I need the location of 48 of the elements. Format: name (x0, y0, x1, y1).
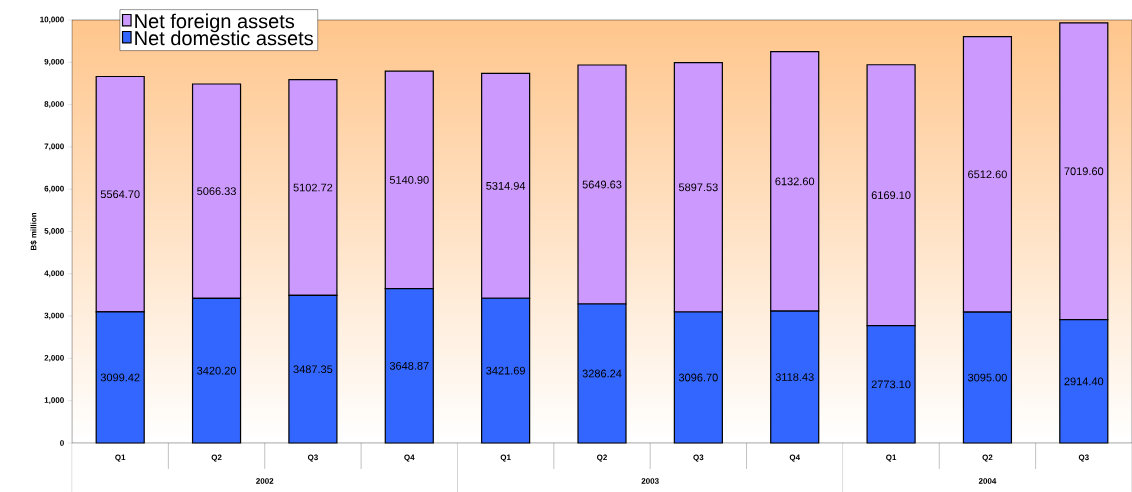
data-label: 6512.60 (968, 170, 1007, 179)
y-tick-label: 5,000 (44, 228, 64, 235)
x-tick-label: Q2 (211, 454, 222, 462)
x-tick-label: Q3 (307, 454, 318, 462)
data-label: 7019.60 (1064, 167, 1104, 176)
x-tick-label: Q1 (886, 454, 897, 462)
data-label: 5897.53 (678, 183, 718, 192)
x-tick-label: Q4 (404, 454, 415, 462)
y-tick-label: 10,000 (40, 16, 64, 24)
y-tick-label: 4,000 (44, 270, 64, 278)
data-label: 2773.10 (871, 380, 911, 389)
y-tick-label: 8,000 (44, 101, 64, 108)
y-tick-label: 6,000 (44, 185, 64, 193)
data-label: 5140.90 (389, 176, 429, 184)
x-tick-label: Q3 (693, 454, 704, 462)
y-tick-label: 0 (60, 440, 64, 446)
data-label: 2914.40 (1064, 377, 1104, 386)
y-tick-label: 7,000 (44, 143, 64, 151)
data-label: 6169.10 (871, 191, 911, 200)
data-label: 3286.24 (582, 369, 622, 378)
x-tick-label: Q4 (789, 454, 801, 462)
data-label: 5314.94 (486, 181, 526, 190)
x-tick-label: Q2 (982, 454, 993, 462)
data-label: 3420.20 (197, 366, 236, 375)
data-label: 3099.42 (100, 373, 140, 382)
x-tick-label: Q1 (500, 454, 511, 462)
y-axis-title: B$ million (30, 212, 37, 251)
y-tick-label: 3,000 (44, 312, 64, 320)
x-tick-label: Q1 (115, 454, 126, 462)
data-label: 3421.69 (486, 366, 525, 375)
data-label: 5102.72 (293, 183, 333, 192)
data-label: 6132.60 (775, 177, 815, 186)
y-tick-label: 1,000 (44, 397, 64, 405)
data-label: 3118.43 (775, 373, 814, 381)
text: 2004 (978, 478, 997, 484)
data-label: 5564.70 (100, 190, 140, 199)
data-label: 3487.35 (293, 365, 333, 374)
data-label: 5066.33 (197, 187, 236, 196)
y-tick-label: 2,000 (44, 354, 64, 362)
data-label: 3648.87 (389, 361, 429, 370)
text: 2003 (641, 478, 659, 484)
data-label: 3095.00 (967, 373, 1007, 382)
text: 2002 (256, 478, 274, 484)
x-tick-label: Q2 (596, 454, 608, 462)
data-label: 3096.70 (678, 373, 718, 382)
data-label: 5649.63 (582, 180, 622, 189)
x-tick-label: Q3 (1078, 454, 1089, 462)
y-tick-label: 9,000 (44, 58, 64, 66)
